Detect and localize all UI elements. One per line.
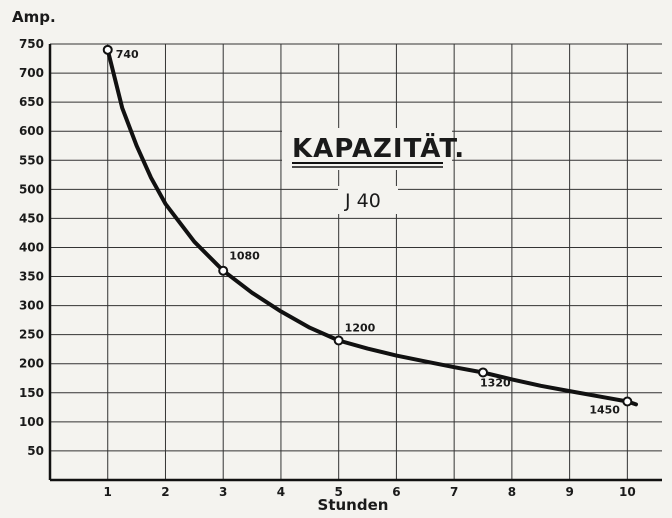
y-tick-label: 600 (19, 124, 44, 138)
data-point-marker (218, 265, 229, 276)
data-points: 740 1080 1200 1320 1450 (102, 44, 633, 417)
x-tick-label: 10 (619, 485, 636, 499)
y-tick-label: 650 (19, 95, 44, 109)
y-tick-label: 500 (19, 182, 44, 196)
y-tick-label: 550 (19, 153, 44, 167)
y-tick-label: 750 (19, 37, 44, 51)
x-tick-label: 1 (104, 485, 112, 499)
data-point-marker (478, 367, 489, 378)
axes (48, 44, 662, 482)
grid (50, 43, 662, 480)
chart-subtitle: J 40 (344, 190, 381, 212)
x-tick-label: 2 (161, 485, 169, 499)
subtitle-background (338, 186, 398, 214)
data-point-marker (333, 335, 344, 346)
data-point-label: 740 (116, 48, 139, 61)
y-tick-label: 150 (19, 386, 44, 400)
y-tick-label: 350 (19, 270, 44, 284)
x-axis-title: Stunden (318, 496, 389, 514)
data-point-label: 1320 (480, 376, 511, 389)
data-point-marker (622, 396, 633, 407)
y-axis-title: Amp. (12, 8, 56, 26)
data-point-label: 1200 (345, 321, 376, 334)
data-point-label: 1080 (229, 250, 260, 263)
x-tick-label: 5 (334, 485, 342, 499)
capacity-curve (105, 47, 638, 407)
y-tick-label: 200 (19, 357, 44, 371)
y-tick-label: 400 (19, 240, 44, 254)
chart-title: KAPAZITÄT. (292, 132, 465, 164)
data-point-label: 1450 (589, 404, 620, 417)
x-tick-label: 7 (450, 485, 458, 499)
y-tick-label: 100 (19, 415, 44, 429)
x-tick-label: 9 (565, 485, 573, 499)
y-tick-label: 300 (19, 299, 44, 313)
data-point-marker (102, 44, 113, 55)
y-tick-label: 250 (19, 328, 44, 342)
x-tick-label: 8 (508, 485, 516, 499)
y-tick-label: 50 (27, 444, 44, 458)
x-tick-label: 3 (219, 485, 227, 499)
y-tick-label: 700 (19, 66, 44, 80)
x-tick-label: 6 (392, 485, 400, 499)
y-tick-label: 450 (19, 211, 44, 225)
x-tick-label: 4 (277, 485, 285, 499)
tick-labels: 1 2 3 4 5 6 7 8 9 10 50 100 150 200 250 300 350 400 450 500… (19, 37, 636, 499)
